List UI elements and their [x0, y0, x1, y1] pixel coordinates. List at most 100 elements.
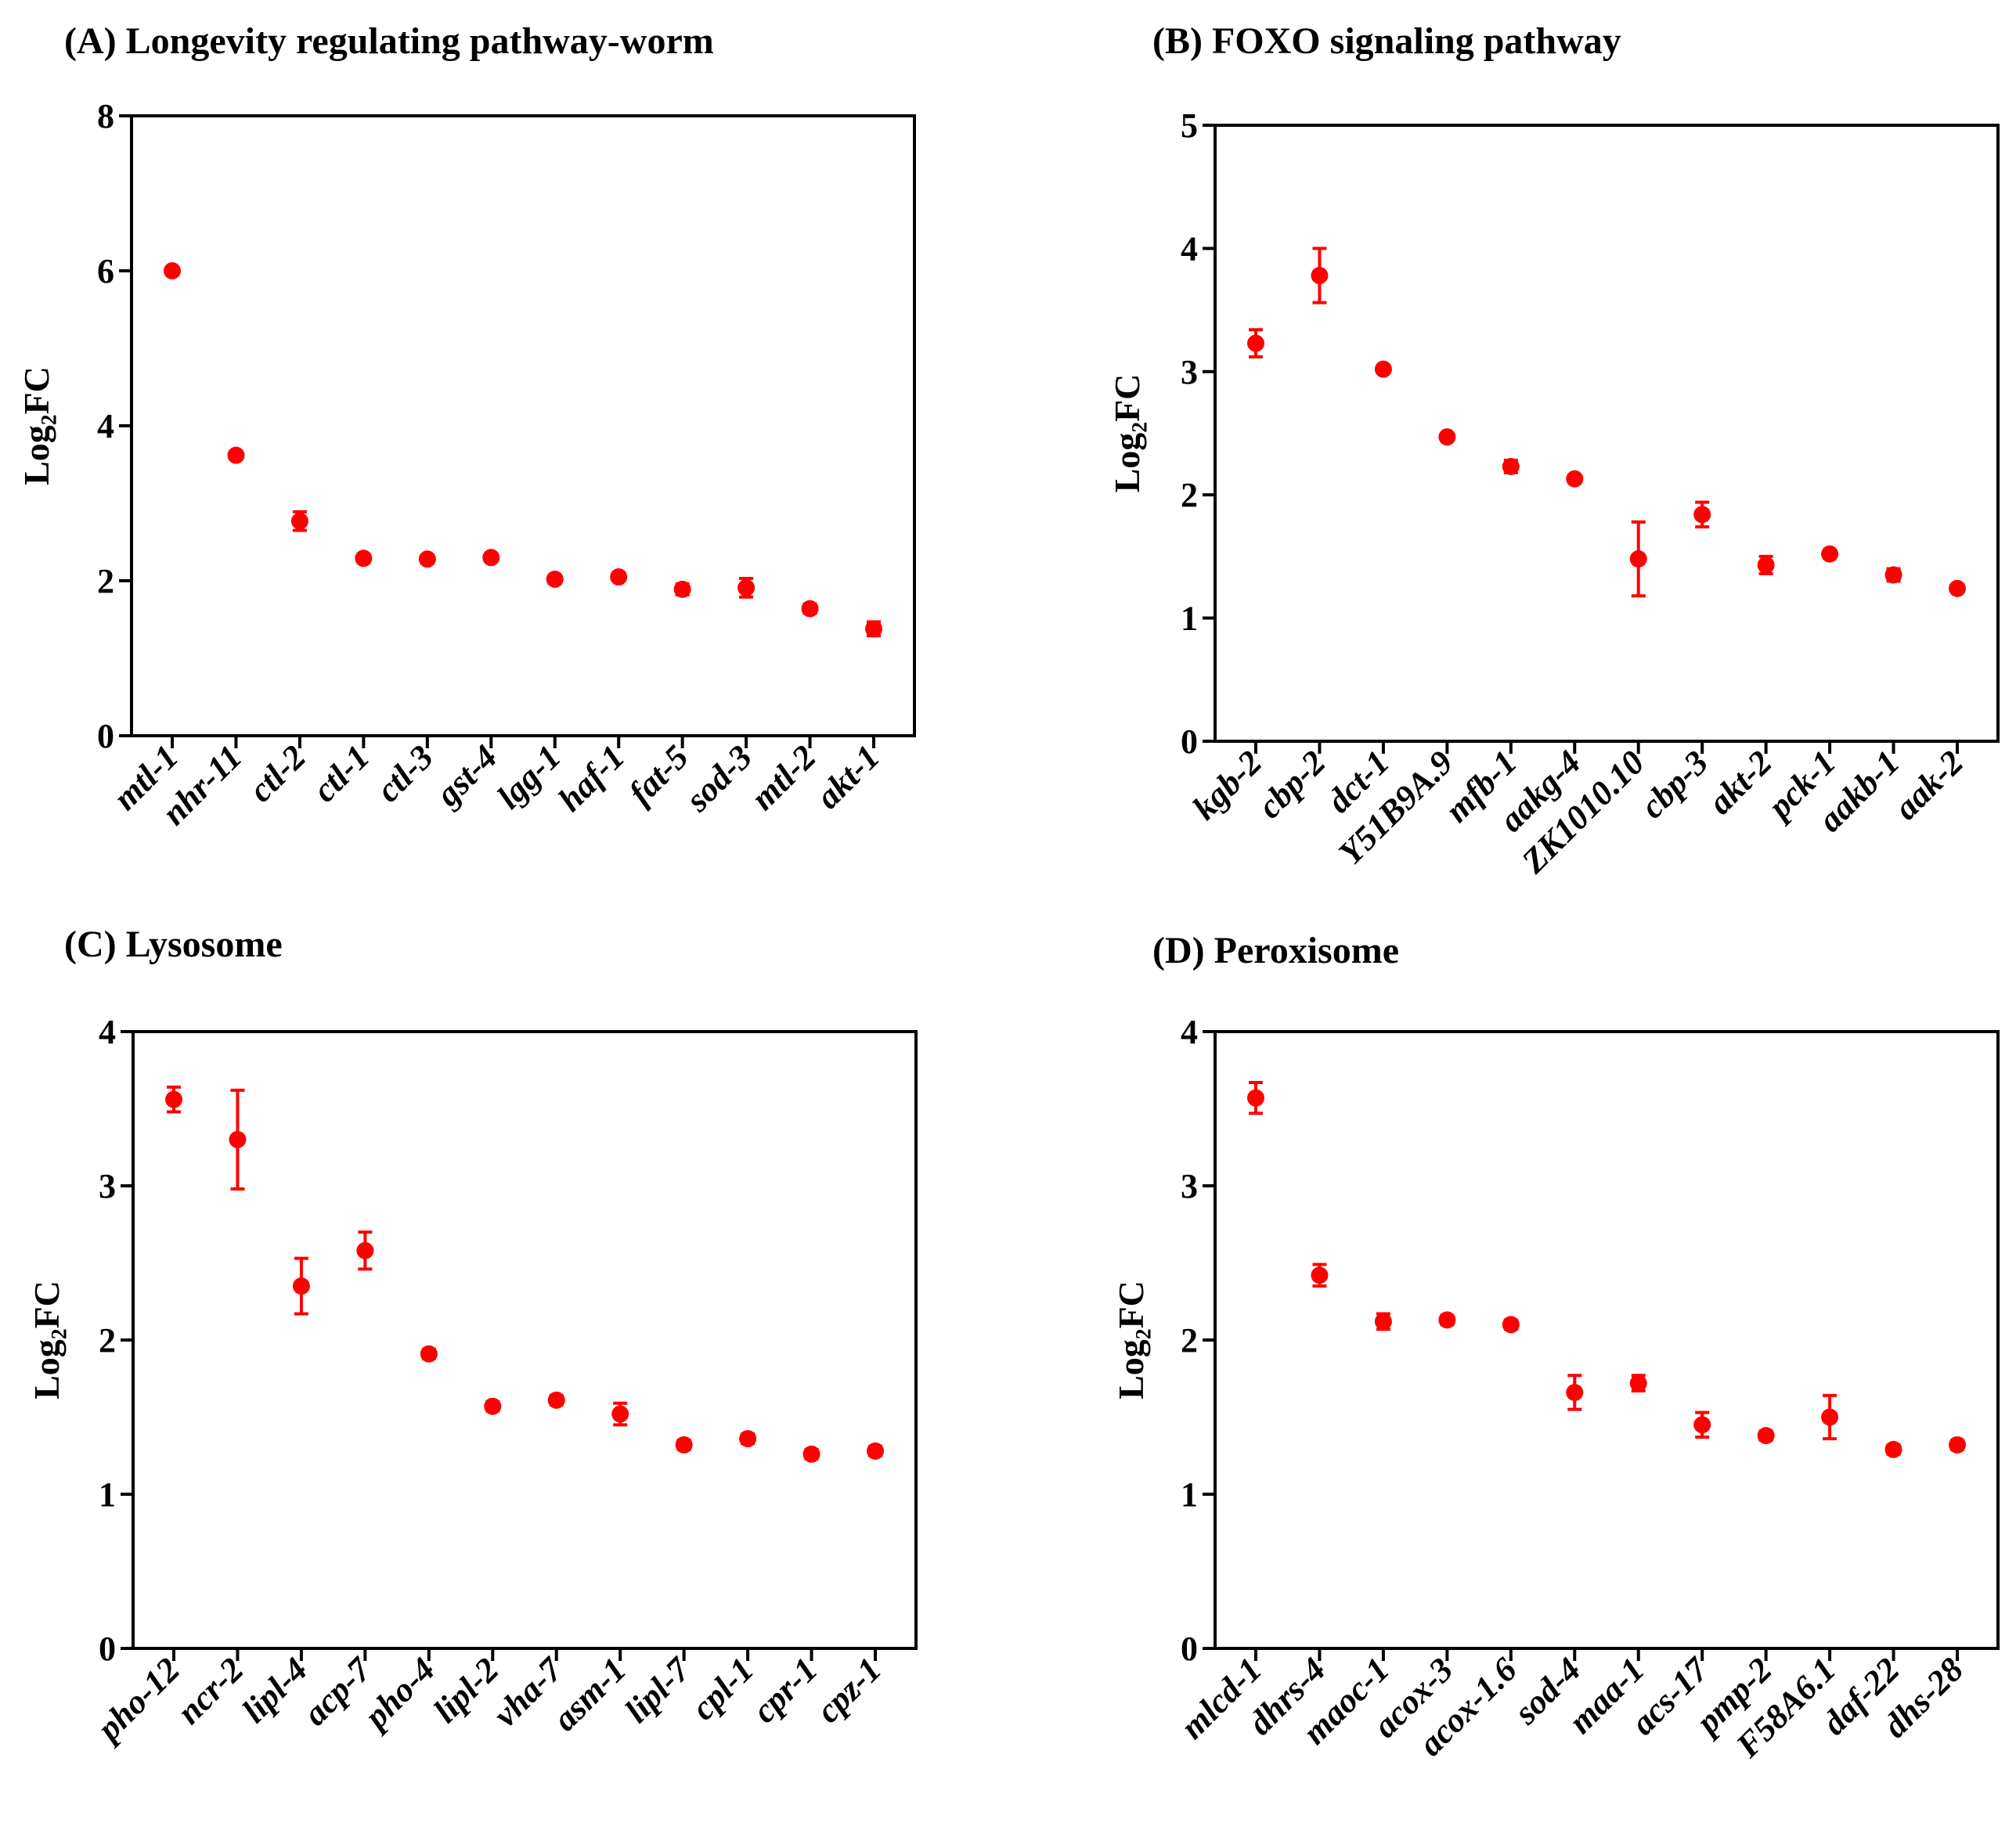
- data-point: [1693, 506, 1711, 524]
- y-tick-label: 4: [97, 407, 114, 445]
- data-point: [420, 1345, 438, 1363]
- y-tick-label: 0: [1181, 1630, 1198, 1668]
- y-tick-label: 0: [1181, 722, 1198, 761]
- data-point: [484, 1397, 502, 1415]
- x-tick-label: ctl-1: [305, 737, 377, 809]
- data-point: [802, 1445, 820, 1463]
- data-point: [1629, 550, 1647, 568]
- x-tick-label: akt-1: [809, 737, 887, 816]
- y-tick-label: 3: [1181, 1167, 1198, 1205]
- y-tick-label: 1: [1181, 600, 1198, 638]
- x-tick-label: aak-2: [1887, 743, 1971, 827]
- x-tick-label: ctl-2: [241, 737, 313, 809]
- y-tick-label: 8: [97, 97, 114, 135]
- data-point: [1949, 1436, 1966, 1454]
- data-point: [546, 571, 564, 589]
- x-tick-label: gst-4: [428, 737, 505, 814]
- data-point: [1884, 566, 1902, 584]
- data-point: [1502, 457, 1520, 475]
- x-tick-label: ctl-3: [369, 737, 441, 809]
- data-point: [227, 446, 245, 464]
- plot-frame: [1214, 124, 2000, 743]
- x-tick-label: lipl-7: [618, 1649, 698, 1730]
- x-tick-label: cpl-1: [684, 1650, 762, 1727]
- x-tick-label: acp-7: [296, 1649, 380, 1733]
- x-tick-label: cpr-1: [745, 1650, 825, 1730]
- y-tick-label: 4: [99, 1013, 116, 1051]
- data-point: [1821, 1408, 1839, 1426]
- x-tick-label: sod-3: [678, 737, 759, 819]
- data-point: [229, 1130, 247, 1148]
- x-tick-label: lipl-2: [426, 1650, 506, 1730]
- plot-frame: [1214, 1030, 2000, 1650]
- data-point: [547, 1391, 565, 1409]
- data-point: [356, 1241, 374, 1259]
- data-point: [1566, 1383, 1584, 1401]
- data-point: [865, 620, 882, 638]
- data-point: [290, 512, 308, 530]
- data-point: [1374, 1313, 1392, 1331]
- data-point: [867, 1442, 884, 1460]
- x-tick-label: cbp-2: [1250, 743, 1333, 825]
- x-tick-label: ncr-2: [170, 1650, 251, 1731]
- x-tick-label: lipl-4: [235, 1650, 315, 1730]
- data-point: [164, 262, 181, 279]
- panel-c: (C) LysosomeLog₂FC01234pho-12ncr-2lipl-4…: [27, 924, 918, 1750]
- data-point: [1693, 1416, 1711, 1434]
- data-point: [801, 600, 819, 618]
- data-point: [1566, 470, 1584, 488]
- data-point: [1949, 579, 1966, 597]
- data-point: [1311, 1266, 1329, 1284]
- y-axis-label: Log₂FC: [16, 366, 56, 485]
- y-tick-label: 2: [1181, 1321, 1198, 1360]
- x-tick-label: haf-1: [550, 737, 632, 819]
- data-point: [1821, 545, 1839, 563]
- x-tick-label: cpz-1: [809, 1650, 889, 1730]
- y-tick-label: 5: [1181, 106, 1198, 145]
- x-tick-label: mtl-2: [744, 737, 824, 817]
- plot-frame: [132, 1030, 918, 1650]
- data-point: [165, 1090, 182, 1108]
- y-tick-label: 2: [99, 1321, 116, 1360]
- data-point: [418, 550, 436, 568]
- y-tick-label: 1: [99, 1475, 116, 1514]
- panel-d: (D) PeroxisomeLog₂FC01234mlcd-1dhrs-4mao…: [1111, 930, 2000, 1765]
- y-tick-label: 2: [1181, 476, 1198, 514]
- data-point: [738, 578, 756, 596]
- data-point: [610, 568, 628, 586]
- panel-title: (B) FOXO signaling pathway: [1152, 20, 1621, 62]
- data-point: [673, 580, 691, 598]
- y-tick-label: 1: [1181, 1475, 1198, 1514]
- y-tick-label: 3: [1181, 353, 1198, 391]
- y-axis-label: Log₂FC: [1107, 374, 1147, 493]
- panel-title: (C) Lysosome: [64, 924, 283, 965]
- y-axis-label: Log₂FC: [1111, 1281, 1151, 1400]
- y-tick-label: 4: [1181, 229, 1198, 268]
- x-tick-label: cbp-3: [1633, 743, 1715, 825]
- y-axis-label: Log₂FC: [27, 1281, 67, 1400]
- data-point: [1884, 1440, 1902, 1458]
- y-tick-label: 0: [97, 717, 114, 755]
- y-tick-label: 2: [97, 562, 114, 600]
- data-point: [1629, 1374, 1647, 1392]
- data-point: [1247, 1089, 1264, 1107]
- panel-title: (D) Peroxisome: [1152, 930, 1399, 971]
- plot-frame: [130, 114, 916, 737]
- panel-title: (A) Longevity regulating pathway-worm: [64, 20, 714, 62]
- x-tick-label: asm-1: [546, 1650, 633, 1738]
- data-point: [1502, 1316, 1520, 1334]
- y-tick-label: 3: [99, 1167, 116, 1205]
- data-point: [1757, 1427, 1775, 1445]
- x-tick-label: lgg-1: [489, 737, 568, 816]
- y-tick-label: 6: [97, 252, 114, 290]
- y-tick-label: 0: [99, 1630, 116, 1668]
- panel-a: (A) Longevity regulating pathway-worm Log…: [16, 20, 916, 833]
- data-point: [355, 549, 373, 567]
- data-point: [1438, 1311, 1456, 1329]
- x-tick-label: fat-5: [622, 737, 696, 812]
- data-point: [611, 1405, 629, 1423]
- data-point: [1374, 360, 1392, 378]
- data-point: [1438, 428, 1456, 446]
- data-point: [739, 1430, 757, 1448]
